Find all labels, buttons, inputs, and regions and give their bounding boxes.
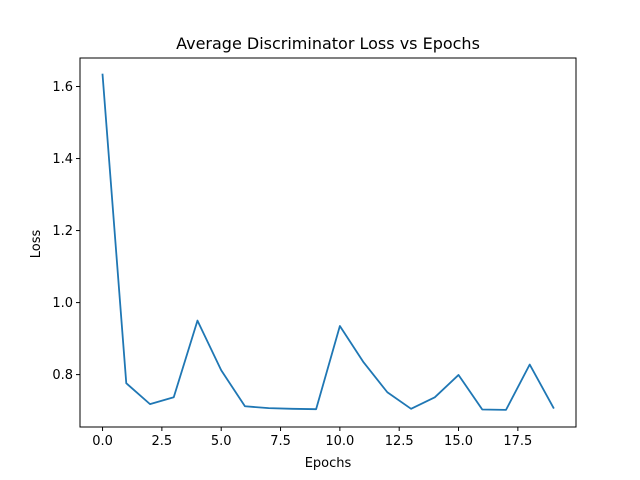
y-tick-label: 0.8 (52, 368, 73, 383)
x-axis-label: Epochs (305, 456, 352, 471)
x-tick-label: 0.0 (92, 434, 113, 449)
x-tick-label: 7.5 (270, 434, 291, 449)
x-tick-label: 12.5 (385, 434, 414, 449)
y-tick-label: 1.6 (52, 80, 73, 95)
x-tick-label: 2.5 (152, 434, 173, 449)
x-tick-label: 15.0 (444, 434, 473, 449)
x-tick-label: 10.0 (325, 434, 354, 449)
series-line-0 (101, 73, 555, 411)
plot-layer: Average Discriminator Loss vs Epochs Epo… (29, 34, 577, 471)
x-tick-label: 17.5 (503, 434, 532, 449)
chart-title: Average Discriminator Loss vs Epochs (176, 34, 480, 53)
y-tick-label: 1.4 (52, 152, 73, 167)
y-tick-label: 1.0 (52, 296, 73, 311)
y-tick-label: 1.2 (52, 224, 73, 239)
x-tick-label: 5.0 (211, 434, 232, 449)
plot-frame (79, 57, 577, 428)
y-axis-label: Loss (29, 230, 44, 259)
